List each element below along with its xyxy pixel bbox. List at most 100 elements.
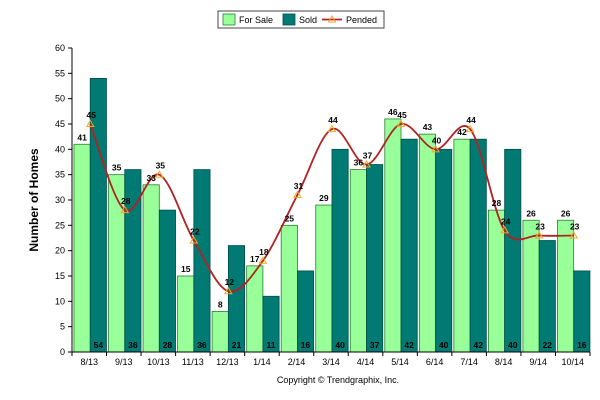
legend-label-pended: Pended — [346, 15, 377, 25]
label-pended: 28 — [121, 196, 131, 206]
bar-sold — [158, 209, 176, 353]
label-sold: 40 — [335, 340, 345, 350]
pended-marker — [189, 236, 199, 244]
bar-sold — [538, 240, 556, 353]
label-sold: 21 — [232, 340, 242, 350]
bar-sold — [400, 138, 418, 353]
x-tick-label: 11/13 — [182, 357, 204, 367]
pended-marker — [327, 124, 337, 133]
label-pended: 22 — [190, 227, 200, 237]
pended-marker — [569, 230, 579, 239]
y-axis-label: Number of Homes — [27, 148, 41, 252]
y-tick-label: 55 — [55, 68, 65, 78]
label-pended: 23 — [570, 221, 580, 231]
y-tick-label: 10 — [55, 296, 65, 306]
bar-sold — [227, 245, 245, 353]
x-tick-label: 8/14 — [495, 357, 513, 367]
bar-sold — [331, 148, 349, 353]
x-tick-label: 1/14 — [253, 357, 271, 367]
bar-for-sale — [418, 133, 436, 353]
pended-marker — [293, 190, 302, 198]
x-tick-label: 4/14 — [357, 357, 375, 367]
pended-marker — [223, 286, 233, 295]
label-sold: 40 — [508, 340, 518, 350]
pended-marker — [154, 170, 164, 178]
label-for-sale: 25 — [285, 213, 295, 223]
label-pended: 44 — [466, 115, 476, 125]
label-pended: 45 — [397, 110, 407, 120]
label-sold: 54 — [94, 340, 104, 350]
pended-marker — [431, 144, 440, 153]
x-tick-label: 10/14 — [561, 357, 584, 367]
label-sold: 22 — [543, 340, 553, 350]
bar-for-sale — [453, 138, 471, 353]
y-tick-label: 50 — [55, 94, 65, 104]
y-tick-label: 45 — [55, 119, 65, 129]
x-tick-label: 12/13 — [216, 357, 239, 367]
pended-marker — [465, 124, 475, 133]
label-for-sale: 28 — [492, 198, 502, 208]
label-sold: 40 — [439, 340, 449, 350]
label-for-sale: 29 — [319, 193, 329, 203]
label-for-sale: 43 — [423, 122, 433, 132]
bar-sold — [366, 164, 384, 353]
label-pended: 45 — [86, 110, 96, 120]
y-tick-label: 25 — [55, 220, 65, 230]
pended-line-path — [89, 123, 574, 293]
label-for-sale: 15 — [181, 264, 191, 274]
pended-marker — [534, 230, 544, 239]
label-for-sale: 46 — [388, 107, 398, 117]
label-sold: 42 — [404, 340, 414, 350]
label-for-sale: 17 — [250, 254, 260, 264]
pended-marker — [362, 160, 371, 168]
x-axis: 8/13 9/13 10/13 11/13 12/13 1/14 2/14 3/14 4/14 5… — [71, 351, 591, 367]
label-for-sale: 35 — [112, 163, 122, 173]
label-pended: 35 — [156, 161, 166, 171]
label-for-sale: 33 — [146, 173, 156, 183]
x-tick-label: 3/14 — [322, 357, 340, 367]
bar-for-sale — [177, 275, 195, 353]
y-tick-label: 5 — [60, 322, 65, 332]
label-for-sale: 36 — [354, 158, 364, 168]
label-sold: 37 — [370, 340, 380, 350]
legend: For Sale Sold Pended — [217, 10, 385, 29]
x-tick-label: 5/14 — [391, 357, 409, 367]
label-pended: 23 — [535, 221, 545, 231]
bar-for-sale — [557, 219, 575, 353]
y-tick-label: 15 — [55, 271, 65, 281]
pended-marker — [396, 119, 406, 127]
label-pended: 31 — [294, 181, 304, 191]
label-sold: 16 — [301, 340, 311, 350]
label-pended: 12 — [225, 277, 235, 287]
bar-sold — [193, 169, 211, 353]
bar-for-sale — [522, 219, 540, 353]
y-tick-label: 60 — [55, 43, 65, 53]
label-sold: 28 — [163, 340, 173, 350]
label-pended: 37 — [363, 151, 373, 161]
label-sold: 11 — [267, 340, 276, 350]
legend-swatch-for-sale — [222, 13, 236, 26]
bar-sold — [435, 148, 453, 353]
bar-for-sale — [211, 311, 229, 353]
label-pended: 24 — [501, 216, 511, 226]
label-for-sale: 26 — [526, 208, 536, 218]
bar-for-sale — [384, 118, 402, 353]
bar-for-sale — [315, 204, 333, 353]
bars — [73, 78, 591, 353]
bar-for-sale — [142, 184, 160, 353]
bar-sold — [469, 138, 487, 353]
label-for-sale: 26 — [561, 208, 571, 218]
label-sold: 36 — [128, 340, 138, 350]
label-pended: 44 — [328, 115, 338, 125]
y-tick-label: 0 — [60, 347, 65, 357]
bar-for-sale — [280, 224, 298, 353]
label-pended: 18 — [259, 247, 269, 257]
label-sold: 16 — [577, 340, 587, 350]
x-tick-label: 9/14 — [529, 357, 547, 367]
legend-label-for-sale: For Sale — [239, 15, 273, 25]
pended-marker — [120, 205, 130, 214]
x-tick-label: 10/13 — [147, 357, 170, 367]
copyright: Copyright © Trendgraphix, Inc. — [277, 375, 399, 385]
label-sold: 42 — [473, 340, 483, 350]
pended-marker — [500, 225, 510, 234]
